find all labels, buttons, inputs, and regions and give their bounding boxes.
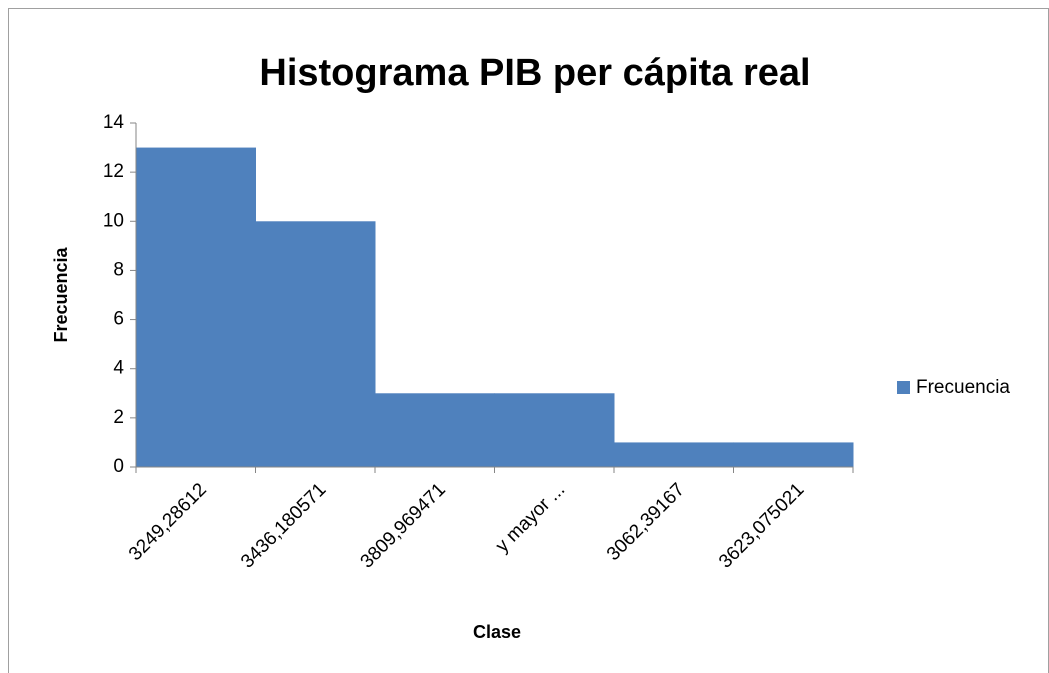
bar	[614, 442, 734, 467]
y-tick-label: 0	[113, 456, 124, 477]
y-tick-label: 10	[103, 210, 124, 231]
y-tick-label: 6	[113, 309, 124, 330]
y-tick-label: 8	[113, 259, 124, 280]
bar	[255, 221, 376, 467]
x-axis-label: Clase	[473, 622, 521, 642]
bar	[494, 393, 615, 467]
chart-title: Histograma PIB per cápita real	[259, 52, 810, 94]
bar	[136, 147, 256, 468]
y-tick-label: 2	[113, 407, 124, 428]
y-axis-label: Frecuencia	[51, 246, 71, 342]
y-tick-label: 14	[103, 112, 125, 133]
legend-label: Frecuencia	[916, 377, 1010, 398]
y-tick-label: 4	[113, 358, 124, 379]
bar	[733, 442, 854, 467]
legend-swatch	[897, 381, 910, 394]
y-tick-label: 12	[103, 161, 124, 182]
bar	[375, 393, 495, 467]
